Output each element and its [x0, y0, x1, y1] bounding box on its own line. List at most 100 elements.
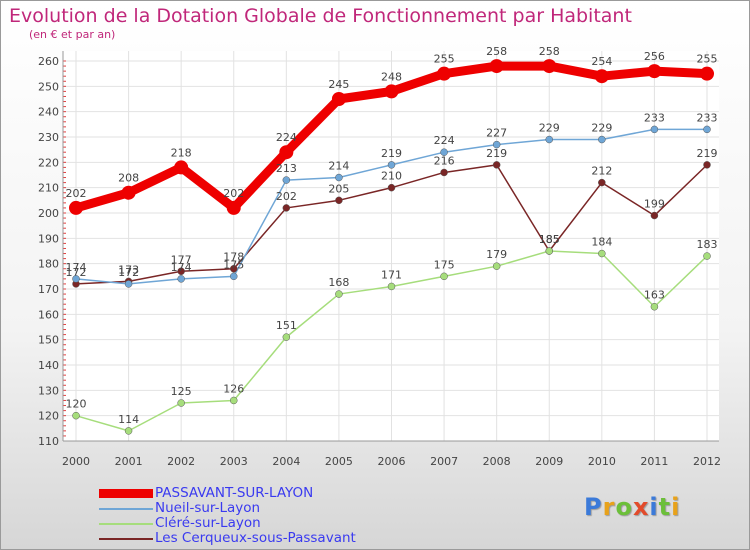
data-point-0	[69, 200, 83, 215]
x-tick-label: 2002	[167, 455, 195, 468]
proxiti-logo: Proxiti	[584, 493, 680, 521]
data-label-3: 205	[328, 182, 349, 195]
data-point-0	[226, 200, 241, 215]
legend-label-cerqueux: Les Cerqueux-sous-Passavant	[155, 530, 356, 546]
logo-letter: i	[649, 493, 659, 521]
data-label-3: 210	[381, 170, 402, 183]
y-tick-label: 240	[38, 106, 59, 119]
data-label-2: 175	[434, 258, 455, 271]
data-label-1: 233	[697, 111, 718, 124]
x-tick-label: 2001	[115, 455, 143, 468]
legend-swatch-clere	[99, 523, 153, 525]
data-point-2	[650, 302, 659, 311]
data-point-3	[440, 168, 448, 177]
x-tick-label: 2011	[640, 455, 668, 468]
data-point-2	[598, 249, 606, 258]
x-tick-label: 2000	[62, 455, 90, 468]
data-point-1	[177, 275, 185, 283]
data-label-2: 185	[539, 233, 560, 246]
data-point-1	[492, 140, 501, 149]
data-point-1	[124, 280, 133, 288]
data-label-0: 202	[66, 187, 87, 200]
data-label-3: 173	[118, 263, 139, 276]
data-point-0	[174, 160, 189, 175]
data-point-1	[282, 176, 291, 184]
data-point-3	[230, 264, 238, 273]
chart-subtitle: (en € et par an)	[29, 28, 116, 41]
y-tick-label: 230	[38, 131, 59, 144]
data-label-3: 185	[539, 233, 560, 246]
data-label-0: 258	[486, 45, 507, 58]
y-tick-label: 160	[38, 308, 59, 321]
data-label-2: 171	[381, 268, 402, 281]
y-tick-label: 210	[38, 182, 59, 195]
data-point-0	[489, 59, 504, 74]
logo-letter: t	[658, 493, 672, 521]
data-label-1: 214	[328, 160, 349, 173]
data-label-0: 255	[434, 53, 455, 66]
data-label-1: 174	[66, 261, 87, 274]
data-label-2: 183	[697, 238, 718, 251]
data-point-1	[335, 173, 343, 182]
data-point-0	[700, 66, 714, 81]
data-point-0	[594, 69, 609, 84]
data-label-2: 126	[223, 382, 244, 395]
logo-letter: x	[632, 493, 650, 521]
data-point-2	[703, 252, 711, 260]
data-label-2: 163	[644, 289, 665, 302]
data-label-1: 233	[644, 111, 665, 124]
data-point-2	[72, 411, 80, 420]
x-tick-label: 2010	[588, 455, 616, 468]
data-label-1: 229	[539, 122, 560, 135]
data-point-3	[335, 196, 343, 205]
data-label-2: 114	[118, 413, 139, 426]
data-point-0	[437, 66, 452, 81]
data-point-2	[282, 333, 291, 341]
y-tick-label: 170	[38, 283, 59, 296]
data-point-1	[598, 135, 606, 144]
data-label-0: 255	[697, 53, 718, 66]
data-label-3: 219	[697, 147, 718, 160]
x-tick-label: 2007	[430, 455, 458, 468]
data-point-2	[492, 262, 501, 270]
data-point-2	[124, 427, 133, 435]
data-label-0: 208	[118, 172, 139, 185]
legend-swatch-cerqueux	[99, 538, 153, 540]
data-point-0	[384, 84, 399, 99]
legend-label-clere: Cléré-sur-Layon	[155, 515, 261, 531]
x-tick-label: 2003	[220, 455, 248, 468]
data-label-3: 216	[434, 154, 455, 167]
data-point-2	[545, 247, 553, 255]
data-label-3: 172	[66, 266, 87, 279]
data-label-1: 224	[434, 134, 455, 147]
data-point-1	[230, 272, 238, 281]
data-point-3	[703, 161, 711, 169]
y-tick-label: 260	[38, 55, 59, 68]
data-point-2	[230, 396, 238, 405]
y-tick-label: 190	[38, 232, 59, 245]
data-label-0: 248	[381, 70, 402, 83]
data-label-3: 178	[223, 251, 244, 264]
data-point-1	[387, 161, 396, 169]
legend-swatch-passavant	[99, 489, 153, 498]
y-tick-label: 140	[38, 359, 59, 372]
data-point-2	[387, 282, 396, 291]
data-label-3: 202	[276, 190, 297, 203]
data-label-0: 245	[328, 78, 349, 91]
data-label-1: 229	[591, 122, 612, 135]
data-label-3: 199	[644, 198, 665, 211]
x-tick-label: 2005	[325, 455, 353, 468]
data-point-3	[387, 183, 396, 192]
data-point-3	[282, 204, 291, 212]
legend-swatch-nueil	[99, 508, 153, 510]
y-tick-label: 150	[38, 334, 59, 347]
data-point-3	[598, 178, 606, 187]
data-label-1: 172	[118, 266, 139, 279]
logo-letter: o	[615, 493, 633, 521]
data-label-1: 213	[276, 162, 297, 175]
y-tick-label: 220	[38, 156, 59, 169]
data-point-3	[492, 161, 501, 169]
data-point-1	[545, 135, 553, 144]
data-point-0	[647, 64, 662, 79]
